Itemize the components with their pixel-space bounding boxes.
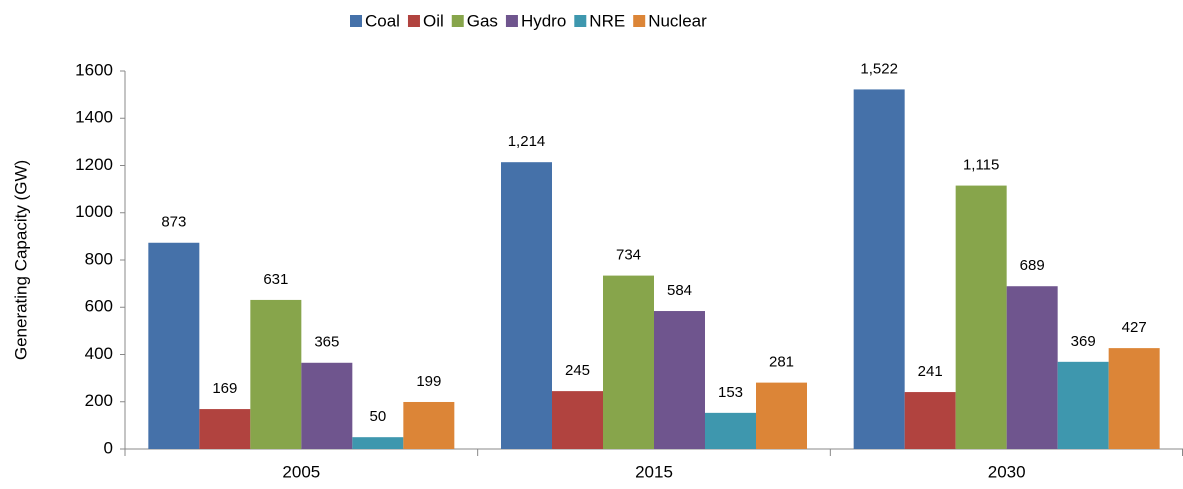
y-tick-label: 1600 [75, 60, 113, 79]
y-tick-label: 1000 [75, 202, 113, 221]
legend-label: NRE [589, 11, 625, 30]
bar [756, 382, 807, 449]
y-tick-label: 400 [85, 344, 113, 363]
bar [603, 275, 654, 449]
data-label: 281 [769, 354, 794, 371]
data-label: 427 [1122, 319, 1147, 336]
legend-label: Gas [467, 11, 498, 30]
data-label: 631 [263, 271, 288, 288]
legend-swatch [574, 15, 587, 27]
bar [705, 412, 756, 449]
bar [1006, 286, 1058, 449]
legend-label: Hydro [521, 11, 566, 30]
data-label: 199 [416, 373, 441, 390]
bar [199, 409, 251, 449]
legend-swatch [407, 15, 420, 27]
data-label: 1,522 [860, 60, 898, 77]
legend-label: Coal [365, 11, 400, 30]
x-tick-label: 2005 [282, 462, 320, 481]
bar [853, 89, 905, 450]
y-tick-label: 200 [85, 391, 113, 410]
data-label: 584 [667, 282, 692, 299]
data-label: 241 [918, 363, 943, 380]
data-label: 365 [314, 334, 339, 351]
bar [1108, 348, 1160, 449]
data-label: 734 [616, 247, 641, 264]
y-axis-label: Generating Capacity (GW) [11, 160, 30, 360]
legend-label: Oil [423, 11, 444, 30]
data-label: 169 [212, 380, 237, 397]
bar [250, 299, 302, 449]
x-tick-label: 2015 [635, 462, 673, 481]
data-label: 689 [1020, 257, 1045, 274]
bar [1057, 361, 1109, 449]
bar [552, 391, 603, 449]
legend-swatch [350, 15, 362, 27]
bar [904, 392, 956, 449]
data-label: 873 [161, 214, 186, 231]
bar [148, 242, 200, 449]
legend-swatch [451, 15, 464, 27]
data-label: 1,214 [508, 133, 546, 150]
y-tick-label: 1200 [75, 155, 113, 174]
y-tick-label: 600 [85, 297, 113, 316]
data-label: 369 [1071, 333, 1096, 350]
legend-swatch [505, 15, 518, 27]
legend-label: Nuclear [648, 11, 707, 30]
y-tick-label: 1400 [75, 108, 113, 127]
bar [955, 185, 1007, 450]
bar [501, 162, 552, 449]
data-label: 1,115 [963, 157, 999, 174]
x-tick-label: 2030 [988, 462, 1026, 481]
bar [352, 437, 404, 449]
bar [654, 311, 705, 449]
legend-swatch [633, 15, 646, 27]
y-tick-label: 0 [104, 438, 113, 457]
data-label: 245 [565, 362, 590, 379]
data-label: 50 [369, 408, 386, 425]
bar [403, 401, 455, 449]
bar [301, 362, 353, 449]
data-label: 153 [718, 384, 743, 401]
y-tick-label: 800 [85, 249, 113, 268]
